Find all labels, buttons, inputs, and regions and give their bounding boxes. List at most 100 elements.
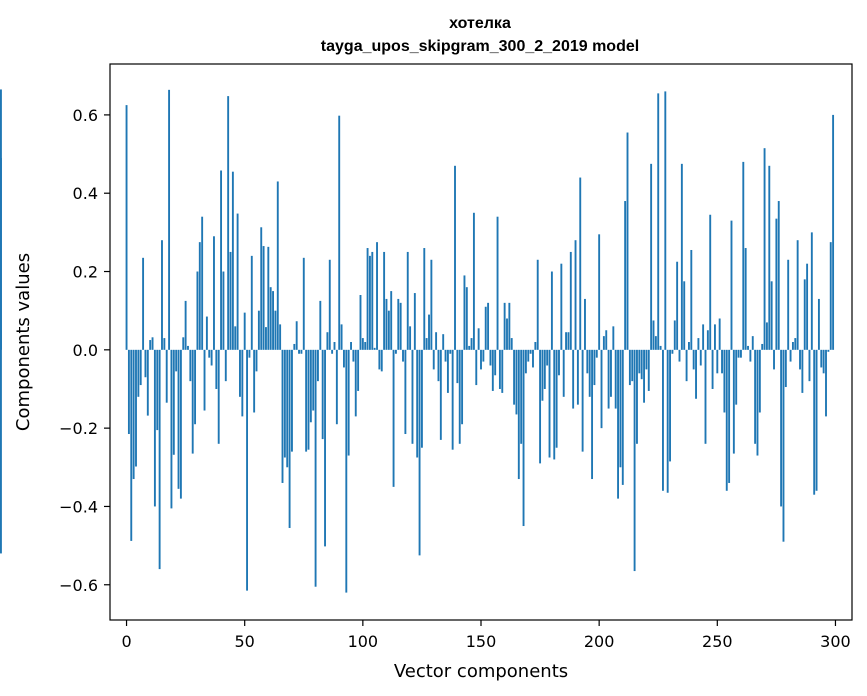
bar — [716, 349, 719, 374]
bar — [179, 349, 182, 499]
bar — [829, 242, 832, 350]
bar — [177, 349, 180, 489]
bar — [817, 298, 820, 350]
bar — [553, 349, 556, 460]
bar — [333, 342, 336, 350]
bar — [146, 349, 149, 416]
bar — [494, 349, 497, 376]
bar — [607, 349, 610, 409]
bar — [690, 249, 693, 350]
bar — [144, 349, 147, 378]
bar — [373, 347, 376, 350]
bar — [198, 242, 201, 350]
bar — [822, 349, 825, 374]
bar — [324, 349, 326, 547]
bar — [127, 349, 130, 435]
bar — [498, 349, 501, 389]
bar — [130, 349, 133, 541]
bar — [541, 349, 544, 401]
bar — [754, 349, 757, 444]
bar — [581, 349, 584, 452]
bar — [586, 349, 589, 374]
bar — [253, 349, 256, 413]
bar — [539, 349, 542, 464]
bar — [593, 349, 596, 386]
bar — [749, 349, 752, 362]
bar — [527, 349, 530, 362]
bar — [763, 148, 766, 350]
bar — [359, 295, 362, 350]
bar — [257, 310, 260, 350]
bar — [446, 349, 449, 393]
bar — [463, 275, 466, 350]
bar — [442, 334, 445, 350]
bar — [246, 349, 248, 591]
bar — [572, 349, 575, 409]
bar — [662, 349, 664, 491]
y-axis-label: Components values — [13, 253, 34, 431]
bar — [780, 349, 783, 507]
bar — [243, 312, 246, 350]
bar — [666, 349, 669, 493]
bar — [425, 338, 428, 350]
bar — [248, 349, 251, 358]
bar — [343, 349, 345, 368]
bar — [293, 343, 296, 350]
bar — [768, 165, 771, 350]
bar — [194, 349, 197, 425]
bar — [409, 326, 412, 350]
bar — [383, 251, 386, 350]
bar — [364, 342, 367, 350]
bar — [567, 332, 570, 350]
bar — [449, 349, 452, 354]
bar — [723, 349, 726, 413]
bar — [787, 259, 790, 350]
bar — [624, 201, 627, 350]
bar — [643, 349, 645, 403]
bar — [801, 349, 804, 393]
bar — [340, 324, 343, 350]
y-tick-label: −0.6 — [59, 576, 98, 595]
bar — [560, 263, 563, 350]
bar — [647, 349, 650, 391]
y-axis: −0.6 −0.4 −0.2 0.0 0.2 0.4 0.6 — [59, 106, 110, 595]
bar — [697, 338, 700, 350]
bar — [602, 336, 605, 350]
bar — [420, 349, 423, 448]
bar — [565, 332, 568, 350]
bar — [598, 234, 601, 350]
bar — [654, 336, 657, 350]
bar — [739, 349, 742, 358]
bar — [404, 349, 407, 435]
y-tick-label: 0.4 — [73, 184, 98, 203]
bar — [813, 349, 816, 495]
bar — [579, 177, 582, 350]
bar — [437, 349, 440, 382]
bar — [820, 349, 823, 368]
bar — [352, 349, 355, 362]
bar — [255, 349, 258, 372]
bar — [496, 216, 499, 350]
bar — [423, 248, 426, 350]
bar — [517, 349, 520, 480]
bar — [484, 306, 487, 350]
bar — [482, 349, 485, 362]
bars-group — [0, 89, 835, 593]
bar — [357, 349, 360, 391]
bar — [153, 349, 156, 507]
bar — [465, 287, 468, 350]
bar — [758, 349, 761, 413]
bar — [335, 349, 338, 425]
bar — [617, 349, 619, 499]
x-tick-label: 100 — [348, 632, 379, 651]
bar — [265, 327, 267, 350]
bar — [413, 293, 416, 350]
bar — [794, 338, 797, 350]
bar — [510, 338, 513, 350]
bar — [260, 227, 263, 350]
bar — [392, 349, 395, 487]
bar — [175, 349, 178, 372]
bar — [267, 246, 270, 350]
